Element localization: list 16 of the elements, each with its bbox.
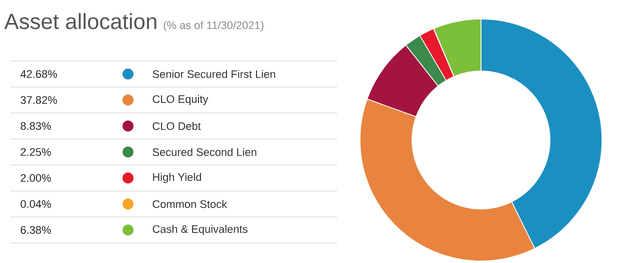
data-label: 0.04% xyxy=(20,200,51,208)
data-label: 2.00% xyxy=(20,174,51,182)
legend-label: Senior Secured First Lien xyxy=(152,70,276,78)
data-label: 6.38% xyxy=(20,226,51,234)
legend-label: CLO Debt xyxy=(152,122,201,130)
legend-label: Common Stock xyxy=(152,200,228,208)
chart-title: Asset allocation xyxy=(4,13,156,30)
legend-label: Cash & Equivalents xyxy=(152,224,248,236)
data-label: 2.25% xyxy=(20,148,51,156)
legend-label: CLO Equity xyxy=(152,94,208,106)
legend-label: Secured Second Lien xyxy=(152,148,256,156)
data-label: 37.82% xyxy=(20,96,57,104)
chart-subtitle: (% as of 11/30/2021) xyxy=(164,21,264,32)
legend-label: High Yield xyxy=(153,172,202,184)
data-label: 8.83% xyxy=(20,122,51,130)
data-label: 42.68% xyxy=(20,70,57,78)
